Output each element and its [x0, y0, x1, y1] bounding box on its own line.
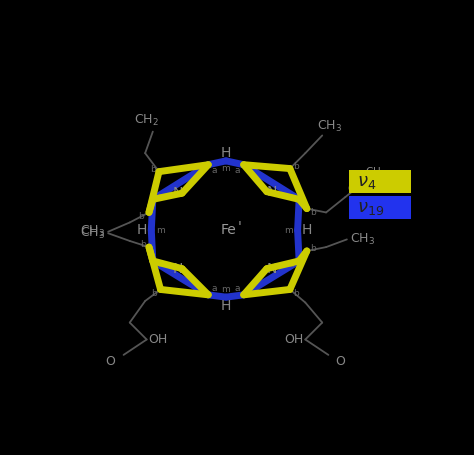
Bar	[349, 196, 411, 219]
Text: CH$_2$: CH$_2$	[365, 166, 386, 179]
Text: CH$_3$: CH$_3$	[350, 232, 375, 247]
Text: CH$_2$: CH$_2$	[347, 182, 368, 196]
Text: m: m	[222, 164, 230, 173]
Text: N: N	[266, 262, 277, 276]
Text: H: H	[301, 223, 312, 237]
Text: CH$_3$: CH$_3$	[318, 119, 343, 134]
Text: m: m	[222, 285, 230, 294]
Text: a: a	[158, 192, 163, 201]
Text: ': '	[238, 220, 242, 234]
Text: b: b	[310, 208, 316, 217]
Text: N: N	[266, 185, 277, 199]
Text: a: a	[158, 259, 163, 268]
Text: $\nu_4$: $\nu_4$	[357, 172, 376, 191]
Text: m: m	[284, 226, 293, 235]
Text: H: H	[137, 223, 147, 237]
Text: b: b	[293, 162, 299, 171]
Text: b: b	[152, 289, 157, 298]
Text: CH$_2$: CH$_2$	[134, 113, 159, 128]
Text: b: b	[150, 165, 156, 174]
Text: CH$_3$: CH$_3$	[80, 224, 105, 239]
Text: Fe: Fe	[220, 223, 236, 237]
Text: a: a	[235, 167, 240, 175]
Text: H: H	[221, 146, 231, 160]
Text: b: b	[310, 244, 316, 253]
Text: b: b	[138, 212, 144, 221]
Text: m: m	[156, 226, 165, 235]
Text: OH: OH	[149, 333, 168, 346]
Text: $\nu_{19}$: $\nu_{19}$	[357, 199, 384, 217]
Text: OH: OH	[284, 333, 303, 346]
Text: a: a	[289, 192, 294, 201]
Bar	[349, 170, 411, 193]
Text: CH$_3$: CH$_3$	[80, 226, 105, 241]
Text: N: N	[172, 186, 182, 200]
Text: a: a	[235, 284, 240, 293]
Text: N: N	[172, 262, 182, 276]
Text: O: O	[335, 354, 345, 368]
Text: a: a	[212, 167, 217, 175]
Text: a: a	[212, 284, 217, 293]
Text: H: H	[221, 299, 231, 313]
Text: b: b	[293, 289, 299, 298]
Text: b: b	[140, 240, 146, 249]
Text: O: O	[105, 354, 115, 368]
Text: a: a	[289, 259, 294, 268]
